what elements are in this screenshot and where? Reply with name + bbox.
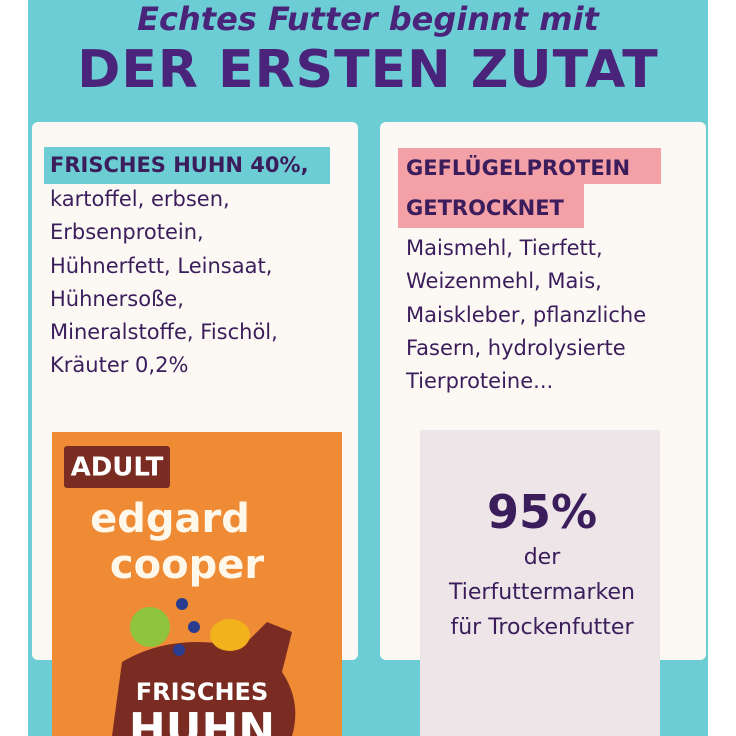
ingredient-line: Erbsenprotein, <box>50 220 204 245</box>
berry <box>176 598 188 610</box>
ingredient-line: Fasern, hydrolysierte <box>406 335 626 360</box>
ingredient-line: Weizenmehl, Mais, <box>406 269 602 294</box>
label: HUHN <box>129 704 275 736</box>
ingredient-line: kartoffel, erbsen, <box>50 187 230 211</box>
ingredient-line: Maismehl, Tierfett, <box>406 236 603 260</box>
right-highlight-bg <box>398 184 584 228</box>
stat-text: der <box>523 545 561 570</box>
label: FRISCHES <box>136 678 268 706</box>
badge: ADULT <box>71 453 164 483</box>
left-highlight: FRISCHES HUHN 40%, <box>44 147 330 184</box>
right-ingredients: Maismehl, Tierfett, Weizenmehl, Mais, Mais… <box>406 232 646 398</box>
left-ingredients: kartoffel, erbsen, Erbsenprotein, Hühnerfe… <box>50 183 278 383</box>
stat-text: für Trockenfutter <box>450 615 634 640</box>
brand: edgard <box>90 496 250 542</box>
ingredient-line: Maiskleber, pflanzliche <box>406 302 647 327</box>
ingredient-line: Hühnersoße, <box>50 286 184 311</box>
stat-text: Tierfuttermarken <box>449 580 635 605</box>
right-highlight: GETROCKNET <box>406 196 564 220</box>
berry <box>173 644 185 656</box>
apple <box>130 607 170 647</box>
brand: cooper <box>110 542 264 588</box>
ingredient-line: Tierproteine... <box>406 369 554 394</box>
berry <box>188 621 200 633</box>
right-highlight-bg <box>398 148 661 184</box>
badge-bg <box>64 446 170 488</box>
headline-line1: Echtes Futter beginnt mit <box>137 0 599 38</box>
ingredient-line: Mineralstoffe, Fischöl, <box>50 320 278 345</box>
stat-value: 95% <box>486 485 598 539</box>
right-highlight: GEFLÜGELPROTEIN <box>406 156 631 180</box>
ingredient-line: Hühnerfett, Leinsaat, <box>50 253 273 278</box>
stat-box <box>420 430 660 736</box>
ingredient-line: Kräuter 0,2% <box>50 353 189 378</box>
product-bag: ADULT edgard cooper FRISCHES HUHN <box>52 432 342 736</box>
headline-line2: DER ERSTEN ZUTAT <box>77 40 659 100</box>
mango <box>210 619 250 651</box>
chicken <box>112 622 296 736</box>
